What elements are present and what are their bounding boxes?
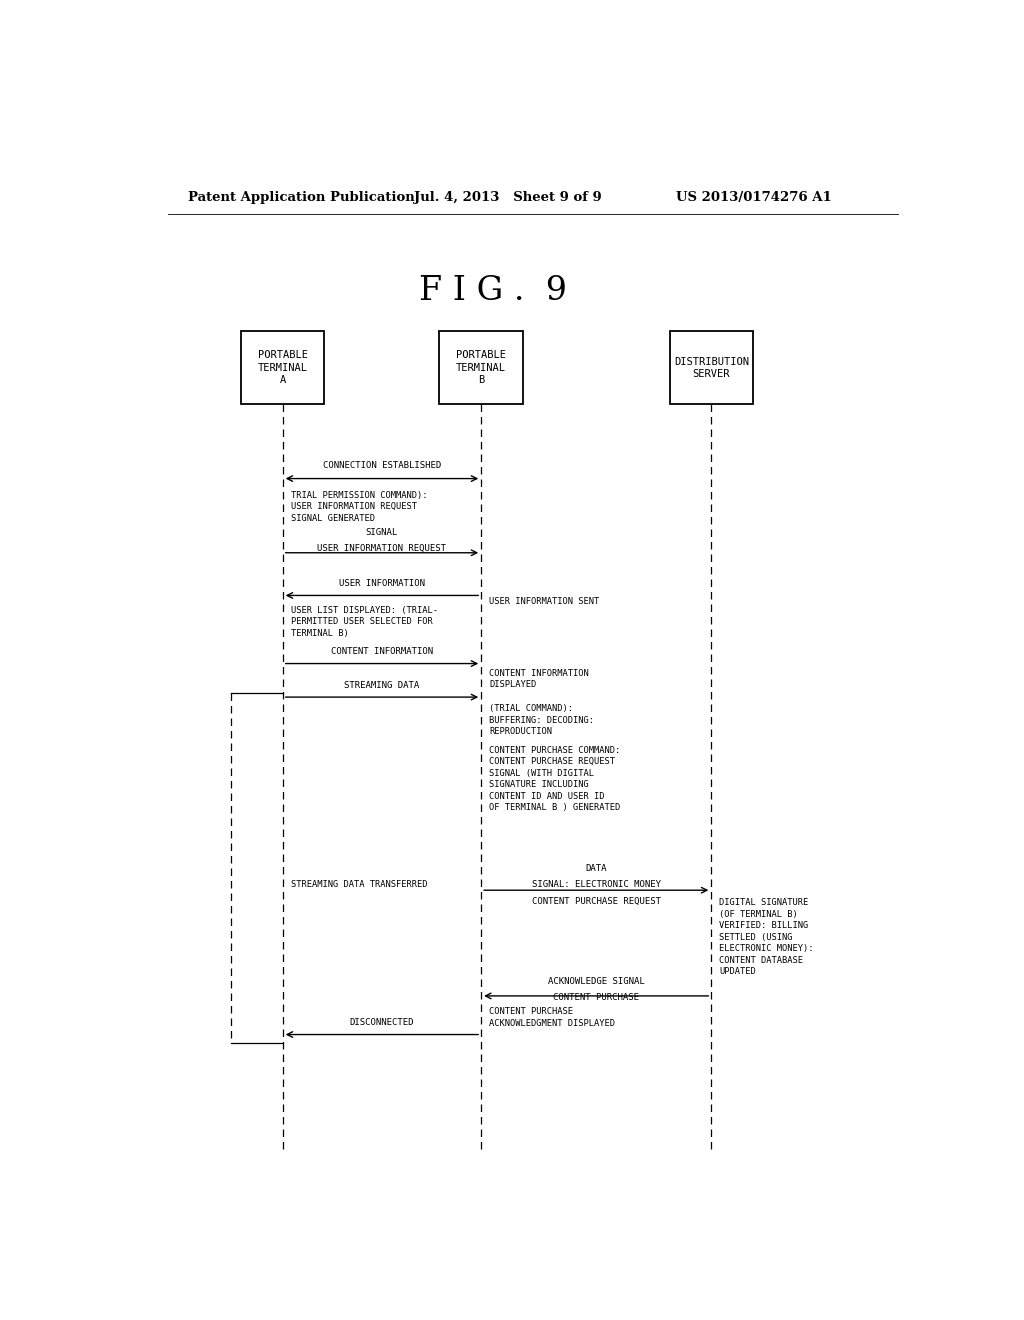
Text: STREAMING DATA TRANSFERRED: STREAMING DATA TRANSFERRED [291,880,427,890]
Bar [670,331,753,404]
Text: USER LIST DISPLAYED: (TRIAL-
PERMITTED USER SELECTED FOR
TERMINAL B): USER LIST DISPLAYED: (TRIAL- PERMITTED U… [291,606,437,638]
Text: CONTENT INFORMATION
DISPLAYED: CONTENT INFORMATION DISPLAYED [489,669,589,689]
Text: SIGNAL: ELECTRONIC MONEY: SIGNAL: ELECTRONIC MONEY [531,880,660,890]
Text: DATA: DATA [586,863,607,873]
Text: CONTENT PURCHASE COMMAND:
CONTENT PURCHASE REQUEST
SIGNAL (WITH DIGITAL
SIGNATUR: CONTENT PURCHASE COMMAND: CONTENT PURCHA… [489,746,621,812]
Text: DIGITAL SIGNATURE
(OF TERMINAL B)
VERIFIED: BILLING
SETTLED (USING
ELECTRONIC MO: DIGITAL SIGNATURE (OF TERMINAL B) VERIFI… [719,899,814,975]
Text: US 2013/0174276 A1: US 2013/0174276 A1 [676,191,831,203]
Text: Jul. 4, 2013   Sheet 9 of 9: Jul. 4, 2013 Sheet 9 of 9 [414,191,601,203]
Text: USER INFORMATION SENT: USER INFORMATION SENT [489,598,599,606]
Text: CONTENT PURCHASE
ACKNOWLEDGMENT DISPLAYED: CONTENT PURCHASE ACKNOWLEDGMENT DISPLAYE… [489,1007,615,1027]
Text: TRIAL PERMISSION COMMAND):
USER INFORMATION REQUEST
SIGNAL GENERATED: TRIAL PERMISSION COMMAND): USER INFORMAT… [291,491,427,523]
Text: CONNECTION ESTABLISHED: CONNECTION ESTABLISHED [323,462,441,470]
Text: PORTABLE
TERMINAL
B: PORTABLE TERMINAL B [456,350,506,385]
Text: USER INFORMATION REQUEST: USER INFORMATION REQUEST [317,544,446,553]
Text: PORTABLE
TERMINAL
A: PORTABLE TERMINAL A [258,350,308,385]
Text: ACKNOWLEDGE SIGNAL: ACKNOWLEDGE SIGNAL [548,977,644,986]
Text: USER INFORMATION: USER INFORMATION [339,579,425,589]
Text: SIGNAL: SIGNAL [366,528,398,536]
Text: STREAMING DATA: STREAMING DATA [344,681,420,690]
Text: CONTENT INFORMATION: CONTENT INFORMATION [331,647,433,656]
Text: (TRIAL COMMAND):
BUFFERING: DECODING:
REPRODUCTION: (TRIAL COMMAND): BUFFERING: DECODING: RE… [489,704,594,737]
Text: CONTENT PURCHASE REQUEST: CONTENT PURCHASE REQUEST [531,896,660,906]
Text: DISTRIBUTION
SERVER: DISTRIBUTION SERVER [674,356,749,379]
Text: CONTENT PURCHASE: CONTENT PURCHASE [553,993,639,1002]
Text: Patent Application Publication: Patent Application Publication [187,191,415,203]
Bar [241,331,325,404]
Text: DISCONNECTED: DISCONNECTED [350,1019,414,1027]
Bar [439,331,523,404]
Text: F I G .  9: F I G . 9 [419,275,567,306]
